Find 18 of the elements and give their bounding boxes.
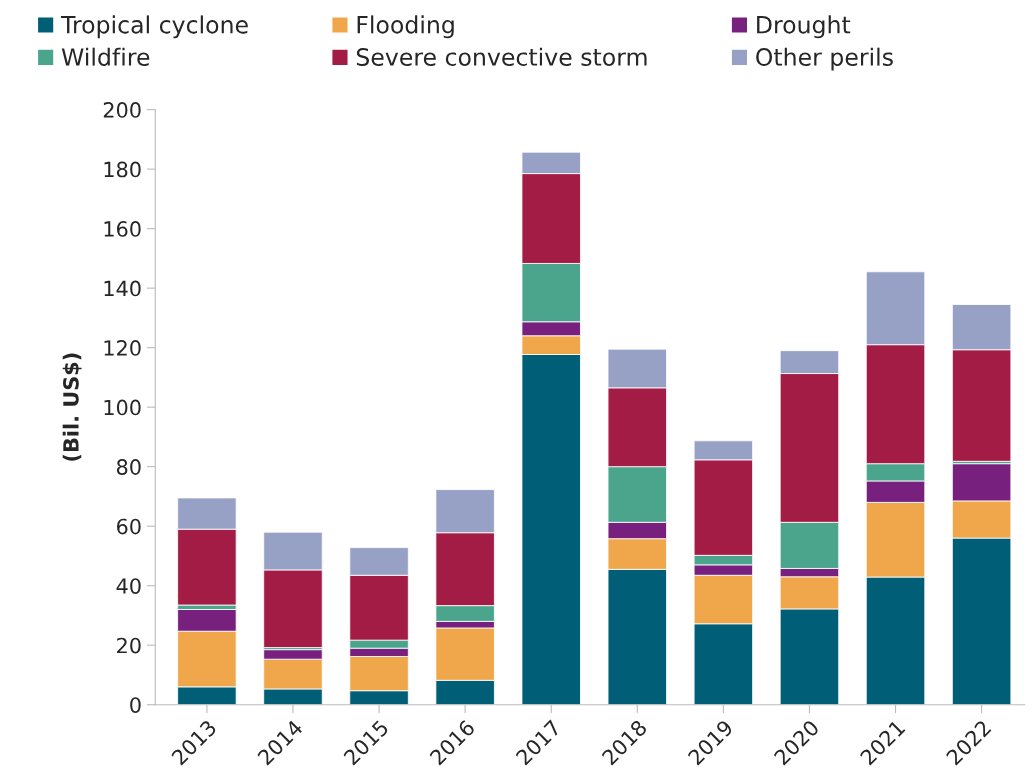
y-tick-label: 120: [104, 340, 141, 356]
y-tick-label: 0: [130, 697, 141, 713]
legend-label: Tropical cyclone: [60, 15, 248, 39]
y-tick-label: 60: [117, 518, 141, 535]
y-tick-label: 160: [104, 221, 141, 237]
legend-label: Severe convective storm: [356, 47, 647, 66]
y-tick-label: 40: [116, 578, 141, 594]
legend-label: Other perils: [756, 47, 893, 71]
legend-label: Flooding: [357, 15, 454, 39]
y-axis-title: (Bil. US$): [62, 353, 82, 461]
y-tick-label: 80: [116, 459, 141, 475]
y-tick-label: 140: [104, 280, 141, 297]
y-tick-label: 180: [104, 161, 141, 178]
legend-label: Wildfire: [61, 47, 150, 66]
legend-label: Drought: [757, 15, 851, 39]
y-tick-label: 200: [103, 102, 141, 118]
y-tick-label: 100: [104, 399, 141, 416]
y-tick-label: 20: [117, 637, 141, 654]
